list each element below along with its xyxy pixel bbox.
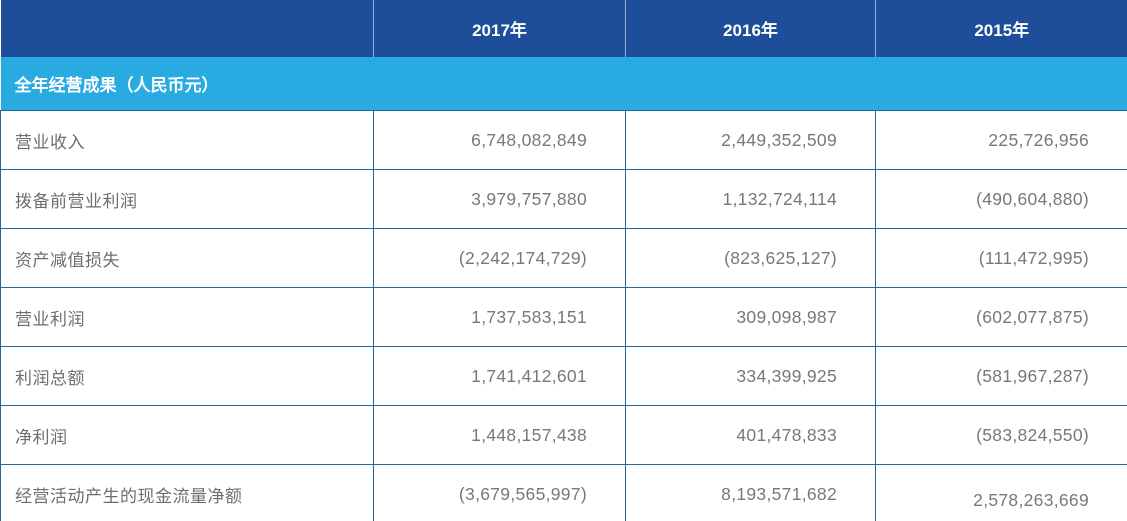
row-value-2017: 1,741,412,601 — [373, 346, 626, 406]
table-row: 利润总额 1,741,412,601 334,399,925 (581,967,… — [0, 346, 1127, 406]
row-value-2015: (583,824,550) — [875, 405, 1127, 465]
row-label: 净利润 — [0, 405, 374, 465]
row-value-2016: 334,399,925 — [625, 346, 876, 406]
table-row: 营业收入 6,748,082,849 2,449,352,509 225,726… — [0, 110, 1127, 170]
row-value-2015: 225,726,956 — [875, 110, 1127, 170]
row-value-2017: 6,748,082,849 — [373, 110, 626, 170]
row-label: 营业利润 — [0, 287, 374, 347]
section-title: 全年经营成果（人民币元） — [0, 57, 1127, 111]
row-value-2016: 2,449,352,509 — [625, 110, 876, 170]
row-label: 营业收入 — [0, 110, 374, 170]
year-header-2016: 2016年 — [625, 0, 876, 57]
table-row: 拨备前营业利润 3,979,757,880 1,132,724,114 (490… — [0, 169, 1127, 229]
section-header-row: 全年经营成果（人民币元） — [0, 57, 1127, 111]
row-value-2016: 1,132,724,114 — [625, 169, 876, 229]
row-label: 资产减值损失 — [0, 228, 374, 288]
row-label: 利润总额 — [0, 346, 374, 406]
row-value-2017: 1,448,157,438 — [373, 405, 626, 465]
corner-cell — [0, 0, 374, 57]
row-value-2016: (823,625,127) — [625, 228, 876, 288]
row-label: 拨备前营业利润 — [0, 169, 374, 229]
row-value-2015: (111,472,995) — [875, 228, 1127, 288]
row-value-2015: 2,578,263,669 — [875, 464, 1127, 521]
row-value-2017: (3,679,565,997) — [373, 464, 626, 521]
row-value-2017: 1,737,583,151 — [373, 287, 626, 347]
table-row: 净利润 1,448,157,438 401,478,833 (583,824,5… — [0, 405, 1127, 465]
year-header-2017: 2017年 — [373, 0, 626, 57]
row-value-2015: (602,077,875) — [875, 287, 1127, 347]
row-value-2017: 3,979,757,880 — [373, 169, 626, 229]
row-value-2016: 309,098,987 — [625, 287, 876, 347]
row-value-2016: 401,478,833 — [625, 405, 876, 465]
row-value-2016: 8,193,571,682 — [625, 464, 876, 521]
row-label: 经营活动产生的现金流量净额 — [0, 464, 374, 521]
table-row: 资产减值损失 (2,242,174,729) (823,625,127) (11… — [0, 228, 1127, 288]
row-value-2017: (2,242,174,729) — [373, 228, 626, 288]
row-value-2015: (581,967,287) — [875, 346, 1127, 406]
row-value-2015: (490,604,880) — [875, 169, 1127, 229]
year-header-2015: 2015年 — [875, 0, 1127, 57]
table-row: 营业利润 1,737,583,151 309,098,987 (602,077,… — [0, 287, 1127, 347]
table-row: 经营活动产生的现金流量净额 (3,679,565,997) 8,193,571,… — [0, 464, 1127, 521]
year-header-row: 2017年 2016年 2015年 — [0, 0, 1127, 57]
